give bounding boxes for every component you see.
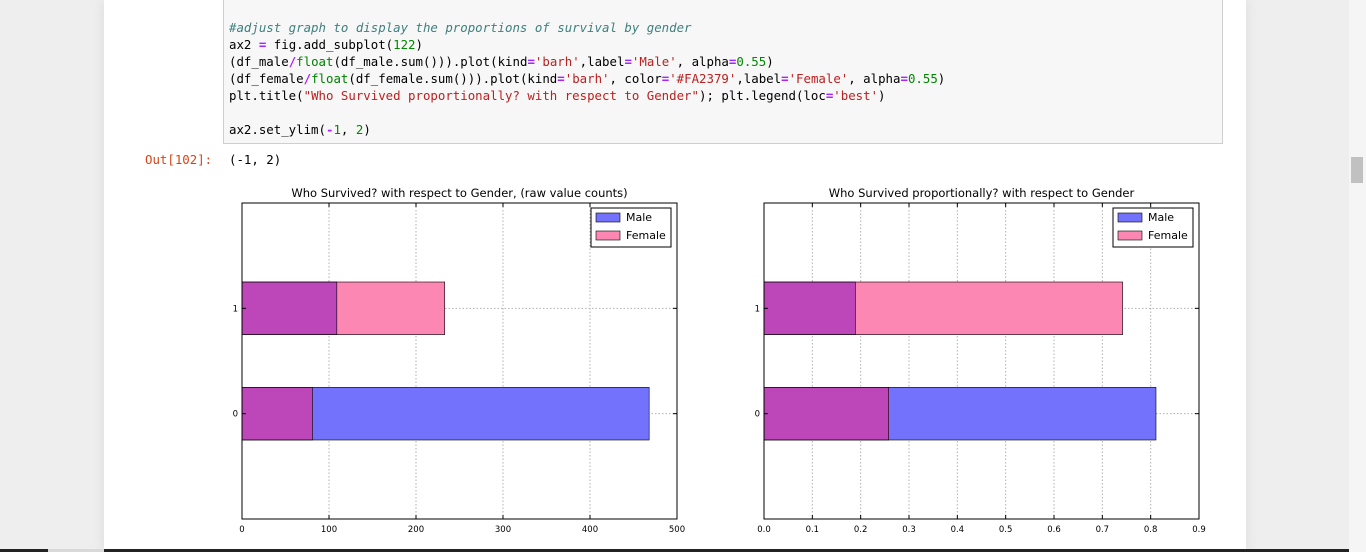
chart1-xtick-label: 0 bbox=[239, 525, 244, 535]
code-line-title-legend: plt.title("Who Survived proportionally? … bbox=[229, 88, 886, 103]
chart1-legend-label-female: Female bbox=[626, 229, 666, 242]
scrollbar-track[interactable] bbox=[1349, 0, 1366, 552]
chart1-xtick-label: 500 bbox=[669, 525, 685, 535]
chart1-legend-swatch-female bbox=[595, 230, 621, 241]
chart2-ytick-label: 1 bbox=[755, 304, 760, 314]
chart2-title: Who Survived proportionally? with respec… bbox=[829, 186, 1135, 200]
chart2-bar-male-0 bbox=[888, 387, 1156, 440]
code-cell[interactable]: #adjust graph to display the proportions… bbox=[223, 0, 1223, 144]
chart1-xtick-label: 400 bbox=[582, 525, 598, 535]
chart2-xtick-label: 0.1 bbox=[806, 525, 820, 535]
chart2-bar-female-1 bbox=[855, 282, 1123, 335]
chart2-xtick-label: 0.0 bbox=[757, 525, 771, 535]
chart2-bar-overlap-0 bbox=[764, 387, 889, 440]
chart1-legend-label-male: Male bbox=[626, 211, 652, 224]
chart1-xtick-label: 200 bbox=[408, 525, 424, 535]
output-prompt: Out[102]: bbox=[145, 152, 213, 167]
chart2-legend-label-male: Male bbox=[1148, 211, 1174, 224]
chart2-ytick-label: 0 bbox=[755, 410, 760, 420]
chart1-axes-frame bbox=[241, 202, 678, 520]
chart2-xtick-label: 0.5 bbox=[999, 525, 1013, 535]
chart2-xtick-label: 0.9 bbox=[1192, 525, 1206, 535]
chart2-legend-label-female: Female bbox=[1148, 229, 1188, 242]
chart1-bar-overlap-0 bbox=[242, 387, 313, 440]
chart1-bar-female-1 bbox=[336, 282, 445, 335]
chart2-xtick-label: 0.7 bbox=[1096, 525, 1110, 535]
chart2-xtick-label: 0.6 bbox=[1047, 525, 1061, 535]
scrollbar-thumb[interactable] bbox=[1351, 157, 1363, 183]
chart1-bar-overlap-1 bbox=[242, 282, 337, 335]
chart1-ytick-label: 0 bbox=[233, 410, 238, 420]
chart1-ytick-label: 1 bbox=[233, 304, 238, 314]
chart2-axes-frame bbox=[763, 202, 1200, 520]
chart2-xtick-label: 0.8 bbox=[1144, 525, 1158, 535]
code-line-add-subplot: ax2 = fig.add_subplot(122) bbox=[229, 37, 423, 52]
chart1-xtick-label: 300 bbox=[495, 525, 511, 535]
chart1-bar-male-0 bbox=[312, 387, 650, 440]
code-line-plot-male: (df_male/float(df_male.sum())).plot(kind… bbox=[229, 54, 774, 69]
chart2-legend-swatch-female bbox=[1117, 230, 1143, 241]
code-line-set-ylim: ax2.set_ylim(-1, 2) bbox=[229, 122, 371, 137]
code-line-comment: #adjust graph to display the proportions… bbox=[229, 20, 692, 35]
chart2-xtick-label: 0.4 bbox=[951, 525, 965, 535]
chart2-xtick-label: 0.3 bbox=[902, 525, 916, 535]
chart2-bar-overlap-1 bbox=[764, 282, 856, 335]
taskbar-edge bbox=[0, 549, 1349, 552]
output-text: (-1, 2) bbox=[229, 152, 282, 167]
chart1-legend-swatch-male bbox=[595, 212, 621, 223]
chart1-xtick-label: 100 bbox=[321, 525, 337, 535]
chart1-title: Who Survived? with respect to Gender, (r… bbox=[291, 186, 627, 200]
chart2-xtick-label: 0.2 bbox=[854, 525, 868, 535]
code-line-plot-female: (df_female/float(df_female.sum())).plot(… bbox=[229, 71, 946, 86]
chart2-legend-swatch-male bbox=[1117, 212, 1143, 223]
